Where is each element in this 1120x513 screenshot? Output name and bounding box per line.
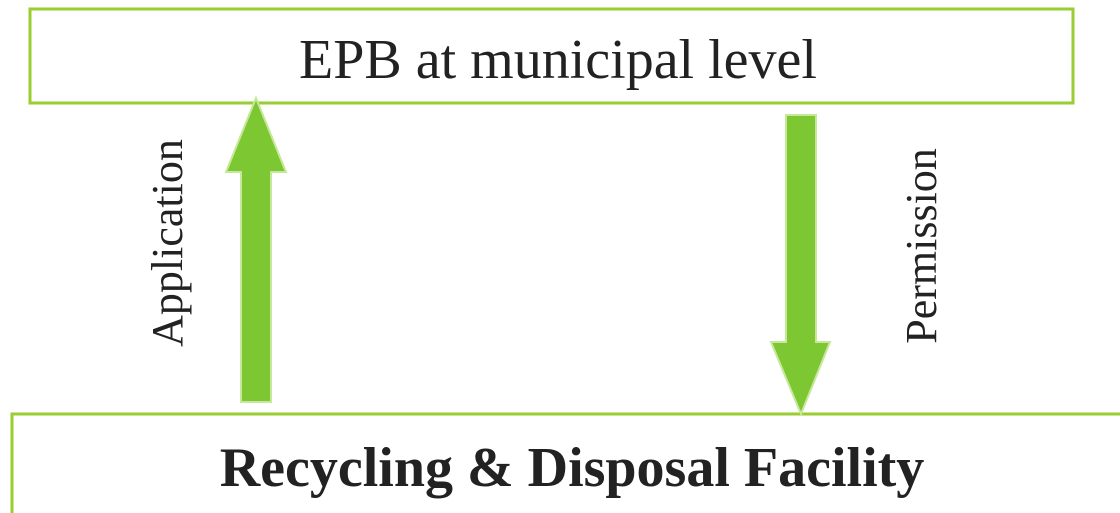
arrow-up — [224, 95, 288, 403]
edge-label: Permission — [897, 148, 946, 344]
node-label: EPB at municipal level — [299, 29, 817, 91]
arrow-down — [769, 114, 832, 417]
node-box — [10, 412, 1120, 513]
node-box — [28, 7, 1075, 105]
edge-label: Application — [143, 139, 192, 347]
node-label: Recycling & Disposal Facility — [220, 437, 925, 499]
